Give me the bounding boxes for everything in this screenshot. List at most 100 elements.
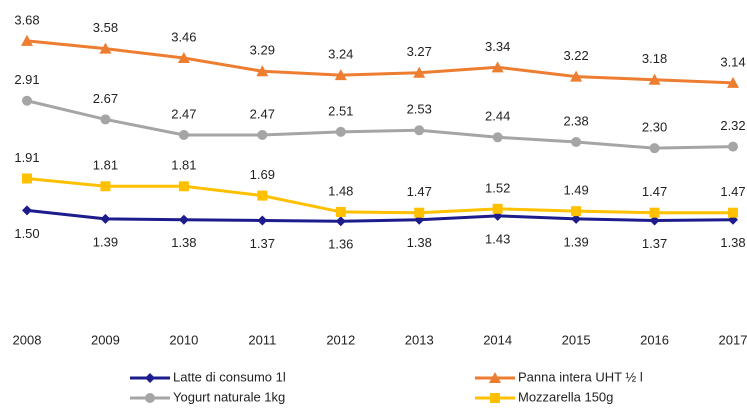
data-label: 1.49	[563, 183, 588, 198]
data-label: 1.38	[720, 235, 745, 250]
legend-label: Latte di consumo 1l	[173, 369, 286, 384]
data-label: 3.68	[14, 12, 39, 27]
legend-label: Panna intera UHT ½ l	[518, 369, 643, 384]
marker	[178, 129, 189, 140]
data-label: 1.69	[250, 167, 275, 182]
data-label: 2.53	[407, 102, 432, 117]
marker	[257, 129, 268, 140]
marker	[335, 126, 346, 137]
data-label: 3.46	[171, 29, 196, 44]
data-label: 3.58	[93, 20, 118, 35]
marker	[178, 214, 189, 225]
marker	[728, 141, 738, 152]
data-label: 3.29	[250, 43, 275, 58]
legend-marker	[489, 372, 501, 383]
legend-marker	[145, 393, 155, 403]
x-tick-label: 2017	[719, 332, 747, 347]
data-label: 2.47	[250, 106, 275, 121]
data-label: 2.51	[328, 103, 353, 118]
x-tick-label: 2016	[640, 332, 669, 347]
marker	[728, 207, 738, 218]
data-label: 3.18	[642, 51, 667, 66]
marker	[100, 213, 111, 224]
series-line	[26, 208, 734, 223]
marker	[335, 216, 346, 227]
data-label: 1.38	[407, 235, 432, 250]
marker	[256, 65, 269, 77]
marker	[414, 207, 425, 218]
marker	[99, 42, 112, 54]
marker	[178, 181, 189, 192]
data-label: 1.81	[93, 158, 118, 173]
marker	[649, 207, 660, 218]
marker	[571, 206, 582, 217]
data-label: 1.38	[171, 235, 196, 250]
data-label: 1.39	[563, 234, 588, 249]
marker	[22, 205, 32, 216]
data-label: 1.91	[14, 150, 39, 165]
marker	[570, 70, 583, 82]
series-line	[26, 177, 733, 215]
data-label: 3.14	[720, 54, 745, 69]
data-label: 1.47	[407, 184, 432, 199]
marker	[649, 215, 660, 226]
data-label: 3.24	[328, 47, 353, 62]
data-label: 2.32	[720, 118, 745, 133]
x-tick-label: 2011	[248, 332, 276, 347]
marker	[571, 136, 582, 147]
x-tick-label: 2015	[562, 332, 591, 347]
data-label: 2.91	[14, 72, 39, 87]
marker	[413, 66, 426, 78]
data-label: 1.47	[720, 184, 745, 199]
data-label: 2.38	[563, 113, 588, 128]
data-label: 3.22	[563, 48, 588, 63]
marker	[257, 190, 268, 201]
data-label: 2.47	[171, 106, 196, 121]
legend-marker	[145, 373, 155, 383]
marker	[335, 206, 346, 217]
data-label: 1.36	[328, 237, 353, 252]
marker	[100, 181, 111, 192]
x-tick-label: 2013	[405, 332, 434, 347]
marker	[727, 76, 739, 88]
marker	[22, 173, 32, 184]
data-label: 2.44	[485, 109, 510, 124]
series-line	[26, 99, 734, 150]
marker	[571, 213, 582, 224]
data-label: 2.67	[93, 91, 118, 106]
data-label: 3.34	[485, 39, 510, 54]
legend-label: Yogurt naturale 1kg	[173, 389, 285, 404]
x-tick-label: 2014	[483, 332, 512, 347]
data-label: 1.81	[171, 158, 196, 173]
data-label: 3.27	[407, 44, 432, 59]
marker	[334, 69, 347, 81]
series-line	[26, 39, 734, 85]
legend-label: Mozzarella 150g	[518, 389, 613, 404]
data-label: 2.30	[642, 120, 667, 135]
marker	[257, 215, 268, 226]
data-label: 1.43	[485, 231, 510, 246]
x-tick-label: 2008	[13, 332, 42, 347]
x-tick-label: 2012	[326, 332, 355, 347]
x-tick-label: 2009	[91, 332, 120, 347]
marker	[22, 95, 32, 106]
legend-marker	[490, 393, 500, 403]
data-label: 1.37	[642, 236, 667, 251]
marker	[177, 51, 190, 63]
data-label: 1.39	[93, 234, 118, 249]
marker	[649, 143, 660, 154]
data-label: 1.37	[250, 236, 275, 251]
marker	[21, 34, 33, 46]
x-tick-label: 2010	[169, 332, 198, 347]
marker	[100, 114, 111, 125]
marker	[414, 125, 425, 136]
data-label: 1.52	[485, 180, 510, 195]
marker	[492, 132, 503, 143]
marker	[492, 203, 503, 214]
marker	[648, 73, 661, 85]
marker	[491, 61, 504, 73]
data-label: 1.47	[642, 184, 667, 199]
data-label: 1.50	[14, 226, 39, 241]
